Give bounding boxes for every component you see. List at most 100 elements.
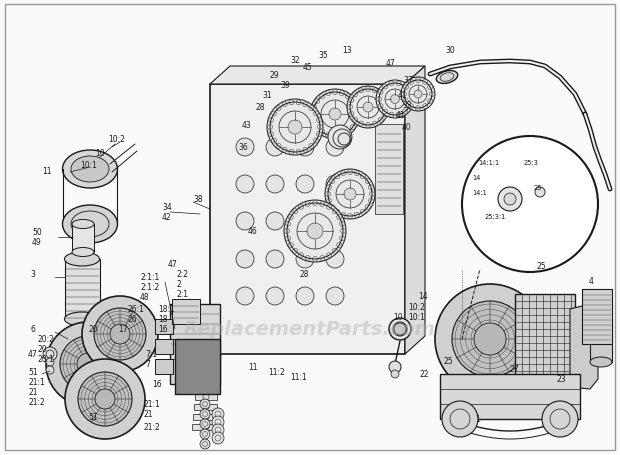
Circle shape	[402, 92, 407, 97]
Circle shape	[332, 249, 337, 254]
Circle shape	[326, 91, 330, 96]
Circle shape	[366, 87, 371, 92]
Bar	[192, 424, 217, 430]
Circle shape	[378, 92, 383, 97]
Circle shape	[542, 401, 578, 437]
Circle shape	[498, 187, 522, 212]
Text: 26:1: 26:1	[127, 305, 144, 314]
Circle shape	[391, 370, 399, 378]
Text: 29: 29	[270, 71, 280, 79]
Circle shape	[82, 296, 158, 372]
Circle shape	[268, 132, 273, 137]
Text: 20: 20	[88, 325, 97, 334]
Circle shape	[276, 144, 281, 149]
Ellipse shape	[63, 151, 118, 188]
Circle shape	[285, 222, 290, 227]
Ellipse shape	[436, 71, 458, 84]
Bar	[440, 374, 580, 419]
Circle shape	[305, 202, 310, 207]
Circle shape	[288, 243, 293, 248]
Circle shape	[200, 409, 210, 419]
Circle shape	[320, 256, 325, 261]
Circle shape	[370, 192, 374, 197]
Circle shape	[384, 105, 389, 110]
Circle shape	[373, 122, 378, 127]
Circle shape	[329, 109, 341, 121]
Bar	[155, 359, 173, 374]
Circle shape	[296, 139, 314, 157]
Text: 2:1:1: 2:1:1	[140, 273, 159, 282]
Circle shape	[341, 171, 346, 176]
Text: 21: 21	[28, 388, 37, 397]
Ellipse shape	[63, 206, 118, 243]
Circle shape	[212, 432, 224, 444]
Text: 26: 26	[127, 315, 136, 324]
Text: 42: 42	[162, 213, 172, 222]
Circle shape	[305, 256, 310, 261]
Text: 20: 20	[37, 345, 46, 354]
Circle shape	[296, 212, 314, 231]
Circle shape	[338, 134, 350, 146]
Text: 4: 4	[589, 277, 594, 286]
Bar	[582, 289, 612, 344]
Bar	[172, 299, 200, 324]
Text: 38: 38	[193, 195, 203, 204]
Circle shape	[462, 136, 598, 273]
Circle shape	[394, 324, 406, 335]
Circle shape	[288, 121, 302, 135]
Circle shape	[360, 210, 365, 215]
Text: 37: 37	[403, 76, 413, 84]
Circle shape	[382, 98, 387, 103]
Circle shape	[389, 82, 394, 87]
Circle shape	[327, 199, 332, 204]
Circle shape	[236, 212, 254, 231]
Ellipse shape	[590, 312, 612, 322]
Circle shape	[236, 139, 254, 157]
Circle shape	[326, 139, 344, 157]
Circle shape	[452, 301, 528, 377]
Text: 21: 21	[143, 410, 153, 419]
Circle shape	[307, 223, 323, 239]
Circle shape	[212, 424, 224, 436]
Circle shape	[60, 336, 116, 392]
Circle shape	[236, 176, 254, 193]
Text: 39: 39	[280, 81, 290, 89]
Circle shape	[326, 250, 344, 268]
Text: 14: 14	[418, 292, 428, 301]
Circle shape	[344, 188, 356, 201]
Circle shape	[415, 106, 420, 111]
Ellipse shape	[64, 312, 99, 326]
Text: 10:1: 10:1	[80, 160, 97, 169]
Text: 10: 10	[393, 313, 402, 322]
Text: 35: 35	[318, 51, 328, 59]
Text: 7: 7	[145, 360, 150, 369]
Text: 23: 23	[557, 374, 567, 384]
Circle shape	[358, 89, 363, 94]
Text: 21:1: 21:1	[28, 378, 45, 387]
Text: 16: 16	[152, 379, 162, 389]
Circle shape	[288, 215, 293, 220]
Circle shape	[335, 174, 340, 179]
Circle shape	[358, 122, 363, 127]
Circle shape	[326, 192, 330, 197]
Circle shape	[347, 105, 353, 110]
Circle shape	[289, 150, 294, 155]
Circle shape	[354, 171, 360, 176]
Circle shape	[282, 102, 287, 107]
Circle shape	[236, 250, 254, 268]
Text: 48: 48	[140, 293, 149, 302]
Circle shape	[382, 112, 387, 117]
Ellipse shape	[72, 220, 94, 229]
Bar	[194, 404, 217, 410]
Circle shape	[266, 139, 284, 157]
Circle shape	[327, 205, 332, 210]
Circle shape	[335, 210, 340, 215]
Text: 30: 30	[445, 46, 454, 55]
Text: 17: 17	[118, 325, 128, 334]
Text: 28: 28	[300, 270, 309, 279]
Circle shape	[389, 113, 394, 118]
Text: 20:1: 20:1	[37, 355, 54, 364]
Circle shape	[365, 179, 370, 184]
Circle shape	[402, 85, 407, 90]
Circle shape	[282, 148, 287, 153]
